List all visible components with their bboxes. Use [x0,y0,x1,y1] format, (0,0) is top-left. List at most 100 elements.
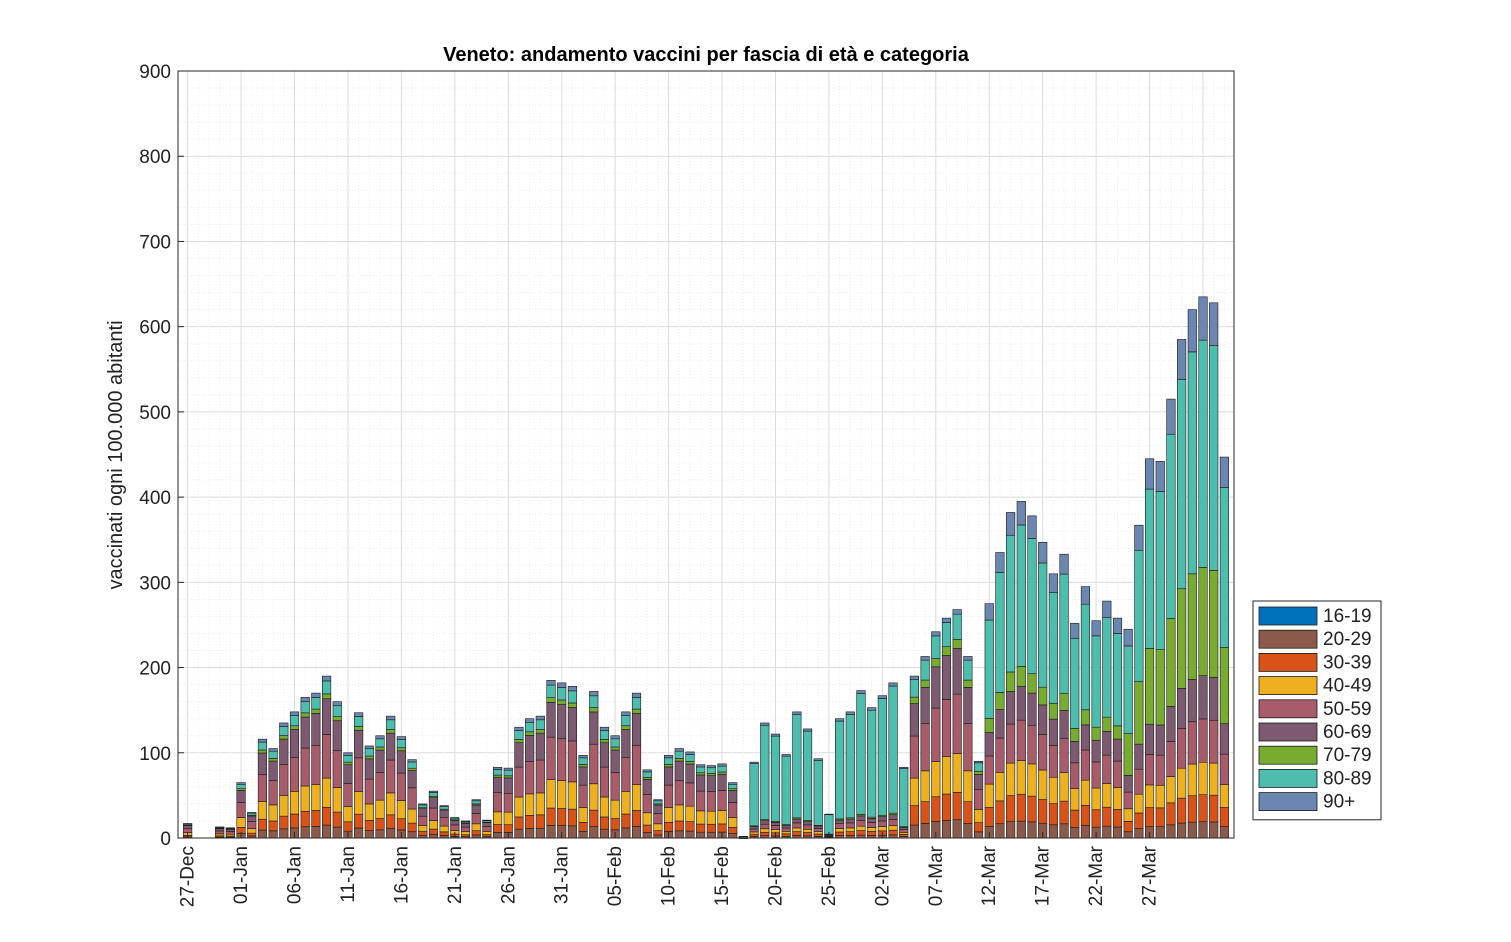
bar-segment-70-79 [1144,648,1155,725]
bar-segment-60-69 [482,822,492,827]
bar-segment-70-79 [599,739,610,744]
bar-segment-90+ [845,711,855,715]
bar-segment-50-59 [1166,741,1176,777]
bar-segment-70-79 [514,739,524,744]
bar-segment-60-69 [749,826,759,830]
bar-segment-60-69 [289,729,300,758]
bar-segment-50-59 [236,802,246,818]
bar-segment-40-49 [567,781,577,810]
bar-segment-60-69 [460,823,471,828]
bar-segment-40-49 [717,810,727,825]
bar-segment-50-59 [760,823,770,830]
bar-segment-30-39 [856,830,866,836]
bar-segment-20-29 [685,830,695,839]
bar-segment-40-49 [407,808,417,824]
bar-segment-50-59 [610,772,620,801]
bar-segment-40-49 [1155,784,1165,809]
bar-segment-30-39 [792,831,802,836]
bar-segment-50-59 [717,790,727,811]
bar-segment-40-49 [664,807,674,823]
bar-segment-50-59 [909,735,919,779]
bar-segment-80-89 [888,685,898,814]
bar-segment-30-39 [407,822,417,833]
bar-segment-50-59 [557,738,567,781]
bar-segment-80-89 [1038,562,1048,688]
bar-segment-70-79 [1177,588,1187,689]
bar-segment-40-49 [867,827,877,832]
bar-segment-80-89 [1102,617,1112,718]
bar-segment-80-89 [300,701,310,714]
bar-segment-40-49 [706,810,716,825]
bar-segment-50-59 [664,784,674,808]
bar-segment-90+ [1198,296,1208,341]
bar-segment-60-69 [546,702,556,738]
bar-segment-80-89 [717,765,727,773]
bar-segment-90+ [525,718,535,723]
bar-segment-30-39 [984,807,994,827]
bar-segment-80-89 [770,735,781,822]
bar-segment-20-29 [1209,821,1219,839]
bar-segment-60-69 [1144,723,1155,755]
bar-segment-40-49 [428,820,439,830]
bar-segment-20-29 [696,831,706,839]
bar-segment-50-59 [407,787,417,810]
bar-segment-70-79 [257,749,268,754]
bar-segment-50-59 [1016,719,1026,761]
bar-segment-90+ [300,697,310,702]
bar-segment-30-39 [289,813,300,829]
bar-segment-40-49 [311,784,321,811]
bar-segment-60-69 [1048,718,1058,746]
bar-segment-20-29 [1112,826,1123,839]
bar-segment-90+ [225,827,235,829]
bar-segment-40-49 [321,777,332,808]
bar-segment-80-89 [247,812,257,816]
bar-segment-60-69 [995,709,1005,739]
bar-segment-90+ [418,803,428,806]
bar-segment-20-29 [1166,824,1176,839]
bar-segment-50-59 [1059,738,1069,774]
bar-segment-60-69 [835,819,845,824]
bar-segment-90+ [1091,620,1101,637]
bar-segment-80-89 [567,690,577,704]
bar-segment-50-59 [1198,718,1208,763]
bar-segment-70-79 [642,777,652,780]
bar-segment-80-89 [289,715,300,727]
bar-segment-80-89 [557,687,567,701]
bar-segment-30-39 [963,801,973,824]
bar-segment-70-79 [706,773,716,777]
bar-segment-20-29 [1123,831,1133,839]
legend-label: 50-59 [1323,699,1372,720]
bar-segment-70-79 [1112,725,1123,740]
bar-segment-80-89 [428,792,439,797]
bar-segment-80-89 [749,763,759,827]
bar-segment-90+ [770,733,781,737]
bar-segment-40-49 [1070,788,1080,811]
bar-segment-80-89 [364,748,374,757]
bar-segment-30-39 [503,824,513,833]
bar-segment-60-69 [321,698,332,735]
bar-segment-40-49 [845,827,855,832]
bar-segment-50-59 [343,783,353,807]
bar-segment-70-79 [1102,716,1112,732]
bar-segment-60-69 [1155,724,1165,756]
bar-segment-90+ [877,695,887,699]
bar-segment-30-39 [1155,807,1165,827]
legend-swatch [1258,722,1318,742]
bar-segment-90+ [332,701,342,707]
bar-segment-70-79 [1048,702,1058,720]
bar-segment-90+ [268,748,278,752]
y-tick-label: 600 [139,318,171,339]
bar-segment-90+ [578,755,588,759]
bar-segment-70-79 [343,761,353,766]
bar-segment-80-89 [856,693,866,815]
bar-segment-40-49 [1048,776,1058,804]
bar-segment-90+ [546,680,556,686]
bar-segment-90+ [1187,309,1197,353]
x-tick-label: 05-Feb [605,846,626,906]
bar-segment-30-39 [1016,793,1026,822]
bar-segment-20-29 [1027,821,1037,839]
bar-segment-30-39 [1134,812,1144,829]
bar-segment-30-39 [599,816,610,830]
bar-segment-20-29 [1155,826,1165,839]
bar-segment-60-69 [706,775,716,792]
